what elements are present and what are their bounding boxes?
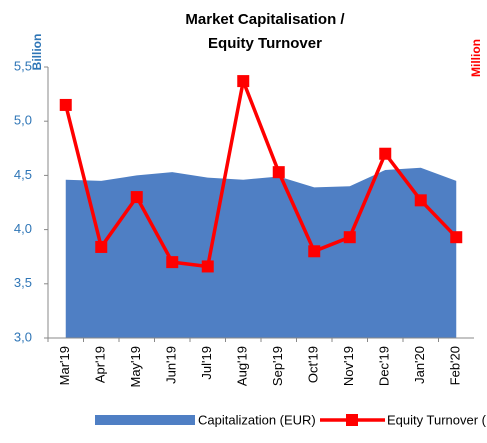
x-tick-label: Dec'19 bbox=[377, 346, 392, 386]
y-tick-label: 5,0 bbox=[14, 113, 32, 128]
marker bbox=[272, 166, 285, 179]
marker bbox=[130, 191, 143, 204]
x-tick-label: Jul'19 bbox=[199, 346, 214, 380]
y-tick-label: 3,0 bbox=[14, 329, 32, 344]
x-tick-label: Mar'19 bbox=[57, 346, 72, 385]
marker bbox=[379, 147, 392, 160]
x-tick-label: Nov'19 bbox=[341, 346, 356, 386]
legend-swatch bbox=[95, 415, 195, 425]
x-tick-label: Oct'19 bbox=[306, 346, 321, 383]
x-tick-label: May'19 bbox=[128, 346, 143, 388]
marker bbox=[237, 75, 250, 88]
chart-title: Market Capitalisation / bbox=[185, 11, 345, 28]
x-tick-label: Feb'20 bbox=[448, 346, 463, 385]
marker bbox=[308, 245, 321, 258]
marker bbox=[343, 231, 356, 244]
y-tick-label: 5,5 bbox=[14, 58, 32, 73]
area bbox=[65, 167, 457, 338]
y2-axis-label: Million bbox=[469, 39, 483, 77]
x-tick-label: Aug'19 bbox=[235, 346, 250, 386]
line bbox=[64, 79, 458, 269]
marker bbox=[95, 240, 108, 253]
x-tick-label: Sep'19 bbox=[270, 346, 285, 386]
legend-swatch bbox=[346, 414, 358, 426]
y-tick-label: 3,5 bbox=[14, 275, 32, 290]
x-tick-label: Apr'19 bbox=[93, 346, 108, 383]
y-axis-label: Billion bbox=[30, 34, 44, 71]
marker bbox=[166, 256, 179, 269]
x-tick-label: Jun'19 bbox=[164, 346, 179, 384]
marker bbox=[59, 98, 72, 111]
marker bbox=[414, 194, 427, 207]
legend-label: Equity Turnover (EUR) bbox=[387, 412, 487, 427]
x-tick-label: Jan'20 bbox=[412, 346, 427, 384]
chart-title: Equity Turnover bbox=[208, 35, 322, 52]
legend-label: Capitalization (EUR) bbox=[198, 412, 316, 427]
marker bbox=[450, 231, 463, 244]
y-tick-label: 4,0 bbox=[14, 221, 32, 236]
y-tick-label: 4,5 bbox=[14, 167, 32, 182]
marker bbox=[201, 260, 214, 273]
